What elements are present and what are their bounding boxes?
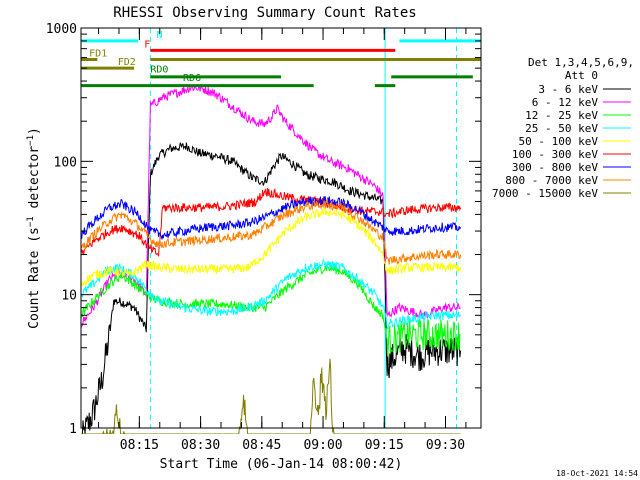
chart-title: RHESSI Observing Summary Count Rates — [113, 5, 416, 21]
x-axis: 08:15 08:30 08:45 09:00 09:15 09:30 — [98, 28, 467, 453]
footer-date: 18-Oct-2021 14:54 — [556, 469, 638, 478]
y-tick-label-0: 1 — [69, 422, 77, 437]
x-tick-label-2: 08:45 — [242, 438, 281, 453]
legend-label-6: 300 - 800 keV — [512, 161, 598, 174]
series-line-7 — [81, 197, 462, 266]
x-tick-label-0: 08:15 — [120, 438, 159, 453]
y-tick-label-3: 1000 — [46, 22, 77, 37]
x-tick-label-1: 08:30 — [181, 438, 220, 453]
series-line-8 — [81, 358, 461, 434]
series-line-3 — [81, 258, 461, 330]
legend-label-1: 6 - 12 keV — [532, 96, 599, 109]
legend-label-3: 25 - 50 keV — [525, 122, 598, 135]
series-line-0 — [81, 142, 462, 434]
x-tick-label-3: 09:00 — [303, 438, 342, 453]
series-line-1 — [81, 84, 461, 328]
plot-frame — [80, 27, 482, 429]
y-tick-label-2: 100 — [54, 155, 77, 170]
plot-area: NF FD1 FD2 RD0 RD6 — [80, 27, 482, 434]
series-line-6 — [81, 196, 462, 240]
x-axis-label: Start Time (06-Jan-14 08:00:42) — [160, 457, 403, 472]
legend-label-2: 12 - 25 keV — [525, 109, 598, 122]
state-bar-label-5: RD6 — [183, 73, 201, 84]
y-axis-label: Count Rate (s−1 detector−1) — [26, 127, 42, 329]
series-line-4 — [81, 207, 462, 287]
state-bar-label-4: RD0 — [150, 65, 168, 76]
state-bar-label-2: FD1 — [89, 49, 107, 60]
legend-header-line1: Det 1,3,4,5,6,9, — [528, 56, 634, 69]
legend-label-0: 3 - 6 keV — [538, 83, 598, 96]
state-bar-label-0: N — [157, 30, 163, 41]
traces — [81, 84, 462, 434]
y-tick-label-1: 10 — [61, 289, 77, 304]
state-bar-label-1: F — [144, 39, 150, 50]
state-bar-label-3: FD2 — [118, 57, 136, 68]
y-axis: 1 10 100 1000 — [46, 22, 481, 437]
legend-label-4: 50 - 100 keV — [519, 135, 599, 148]
legend-label-8: 7000 - 15000 keV — [492, 187, 598, 200]
legend-header-line2: Att 0 — [565, 69, 598, 82]
legend-label-7: 800 - 7000 keV — [505, 174, 598, 187]
series-line-5 — [81, 187, 462, 257]
x-tick-label-4: 09:15 — [365, 438, 404, 453]
series-line-2 — [81, 263, 461, 357]
legend-label-5: 100 - 300 keV — [512, 148, 598, 161]
x-tick-label-5: 09:30 — [426, 438, 465, 453]
